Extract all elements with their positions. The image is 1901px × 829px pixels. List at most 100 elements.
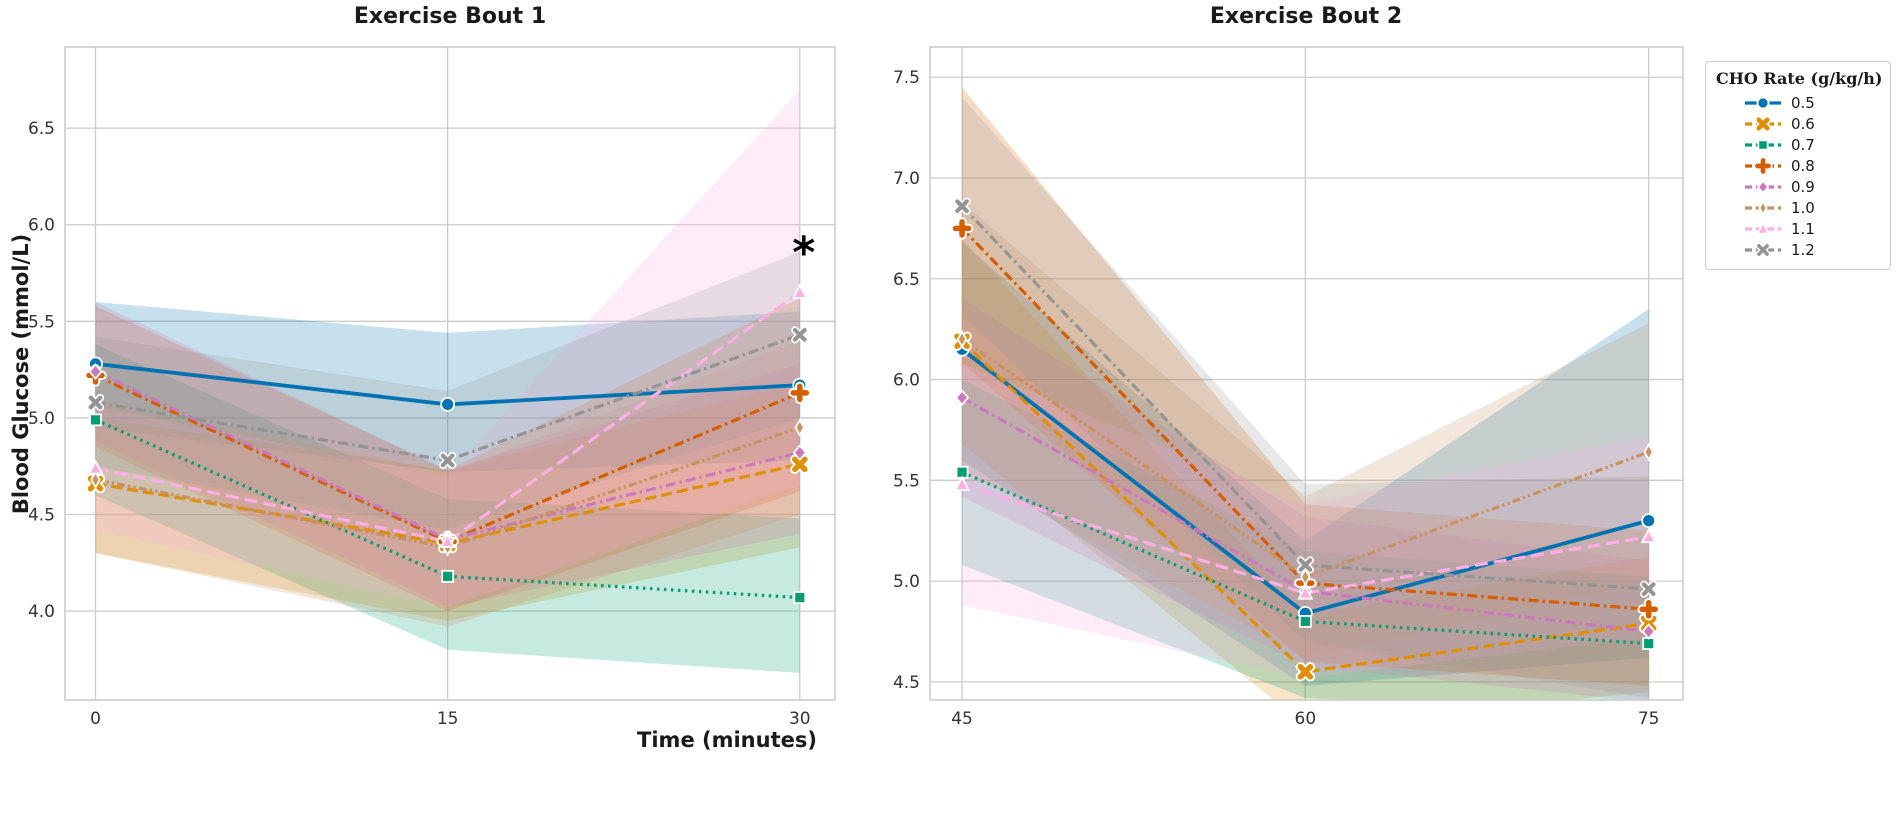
significance-asterisk: * [792, 228, 815, 279]
y-tick-label: 5.5 [28, 312, 55, 332]
band-1.0 [962, 202, 1649, 658]
marker-thin-diamond [1643, 442, 1654, 462]
line-1.0 [961, 337, 1650, 579]
marker-triangle [1297, 584, 1314, 600]
band-1.2 [95, 251, 800, 530]
marker-x [791, 326, 809, 344]
legend-label: 1.2 [1791, 240, 1815, 259]
y-axis-label: Blood Glucose (mmol/L) [9, 233, 33, 515]
y-tick-label: 6.5 [893, 270, 920, 290]
marker-plus [1753, 157, 1773, 174]
legend-swatch-diamond [1745, 179, 1781, 194]
legend-entry-1.1: 1.1 [1716, 218, 1880, 239]
legend-label: 0.6 [1791, 114, 1815, 133]
legend-title: CHO Rate (g/kg/h) [1716, 69, 1883, 88]
legend-swatch-plus [1745, 157, 1781, 174]
x-axis-label: Time (minutes) [637, 728, 817, 752]
line-1.1 [95, 291, 801, 544]
band-0.5 [95, 302, 800, 473]
marker-x [1755, 242, 1771, 257]
band-1.0 [95, 340, 800, 627]
marker-diamond [88, 363, 103, 380]
band-0.6 [95, 383, 800, 621]
legend-label: 0.5 [1791, 93, 1815, 112]
marker-thin-diamond [1758, 199, 1768, 216]
legend-entry-1.2: 1.2 [1716, 239, 1880, 260]
marker-triangle [791, 283, 808, 299]
y-tick-label: 7.0 [893, 169, 920, 189]
marker-circle [1756, 96, 1770, 109]
marker-thin-diamond [90, 470, 101, 490]
marker-circle [440, 397, 456, 412]
y-tick-label: 4.5 [893, 673, 920, 693]
confidence-bands [962, 87, 1649, 700]
band-0.9 [95, 302, 800, 608]
marker-square [441, 569, 455, 583]
marker-plus [950, 217, 974, 240]
marker-triangle [1640, 527, 1657, 544]
y-tick-label: 6.0 [893, 371, 920, 391]
subplot-p1: 4.5 5.0 5.5 6.0 6.5 7.0 7.5 45 60 75 [893, 46, 1684, 729]
legend-swatch-x [1745, 242, 1781, 257]
y-tick-label: 4.5 [28, 506, 55, 526]
legend-entry-0.5: 0.5 [1716, 92, 1880, 113]
band-0.7 [962, 379, 1649, 700]
marker-diamond [1641, 623, 1656, 640]
marker-x [439, 451, 457, 469]
band-1.1 [95, 89, 800, 608]
marker-x [86, 393, 105, 412]
legend-entry-1.0: 1.0 [1716, 197, 1880, 218]
marker-diamond [954, 389, 970, 407]
legend-entries: 0.5 0.6 0.7 0.8 0.9 1.0 1.1 1.2 [1716, 92, 1880, 260]
confidence-bands [95, 89, 800, 673]
legend-swatch-X [1745, 115, 1781, 132]
legend-swatch-circle [1745, 96, 1781, 109]
marker-X [1754, 115, 1772, 132]
x-tick-label: 0 [90, 709, 101, 729]
line-0.6 [960, 340, 1649, 674]
legend-label: 1.0 [1791, 198, 1815, 217]
y-tick-label: 5.5 [893, 471, 920, 491]
plot-title-bout1: Exercise Bout 1 [353, 4, 547, 29]
marker-square [1298, 614, 1312, 628]
x-tick-label: 75 [1638, 709, 1660, 729]
marker-thin-diamond [794, 418, 806, 437]
legend-label: 0.9 [1791, 177, 1815, 196]
marker-triangle [954, 475, 971, 491]
x-tick-label: 60 [1295, 709, 1317, 729]
band-0.8 [962, 87, 1649, 686]
series-markers [950, 197, 1660, 682]
band-0.8 [95, 298, 800, 612]
marker-x [953, 197, 971, 215]
band-0.5 [962, 242, 1649, 686]
line-0.8 [94, 373, 801, 544]
legend-swatch-square [1745, 138, 1781, 151]
band-0.9 [962, 298, 1649, 700]
legend-label: 0.8 [1791, 156, 1815, 175]
legend-swatch-triangle [1745, 220, 1781, 235]
marker-thin-diamond [956, 329, 968, 349]
legend-entry-0.7: 0.7 [1716, 134, 1880, 155]
legend-entry-0.8: 0.8 [1716, 155, 1880, 176]
legend: CHO Rate (g/kg/h) 0.5 0.6 0.7 0.8 0.9 1.0 1.1 1… [1705, 61, 1891, 270]
line-0.7 [961, 470, 1649, 646]
subplot-p0: 4.0 4.5 5.0 5.5 6.0 6.5 0 15 30 * [28, 46, 836, 729]
band-0.6 [962, 238, 1649, 700]
marker-square [89, 413, 102, 427]
legend-label: 1.1 [1791, 219, 1815, 238]
x-tick-label: 30 [789, 709, 811, 729]
band-0.7 [95, 344, 800, 673]
marker-plus [1637, 598, 1660, 621]
y-tick-label: 5.0 [28, 409, 55, 429]
marker-triangle [1755, 220, 1771, 235]
line-1.1 [961, 482, 1649, 595]
y-tick-label: 6.5 [28, 119, 55, 139]
legend-label: 0.7 [1791, 135, 1815, 154]
plot-border [64, 46, 836, 701]
marker-x [1296, 556, 1314, 574]
x-tick-label: 45 [951, 709, 973, 729]
marker-triangle [439, 532, 456, 548]
legend-entry-0.9: 0.9 [1716, 176, 1880, 197]
